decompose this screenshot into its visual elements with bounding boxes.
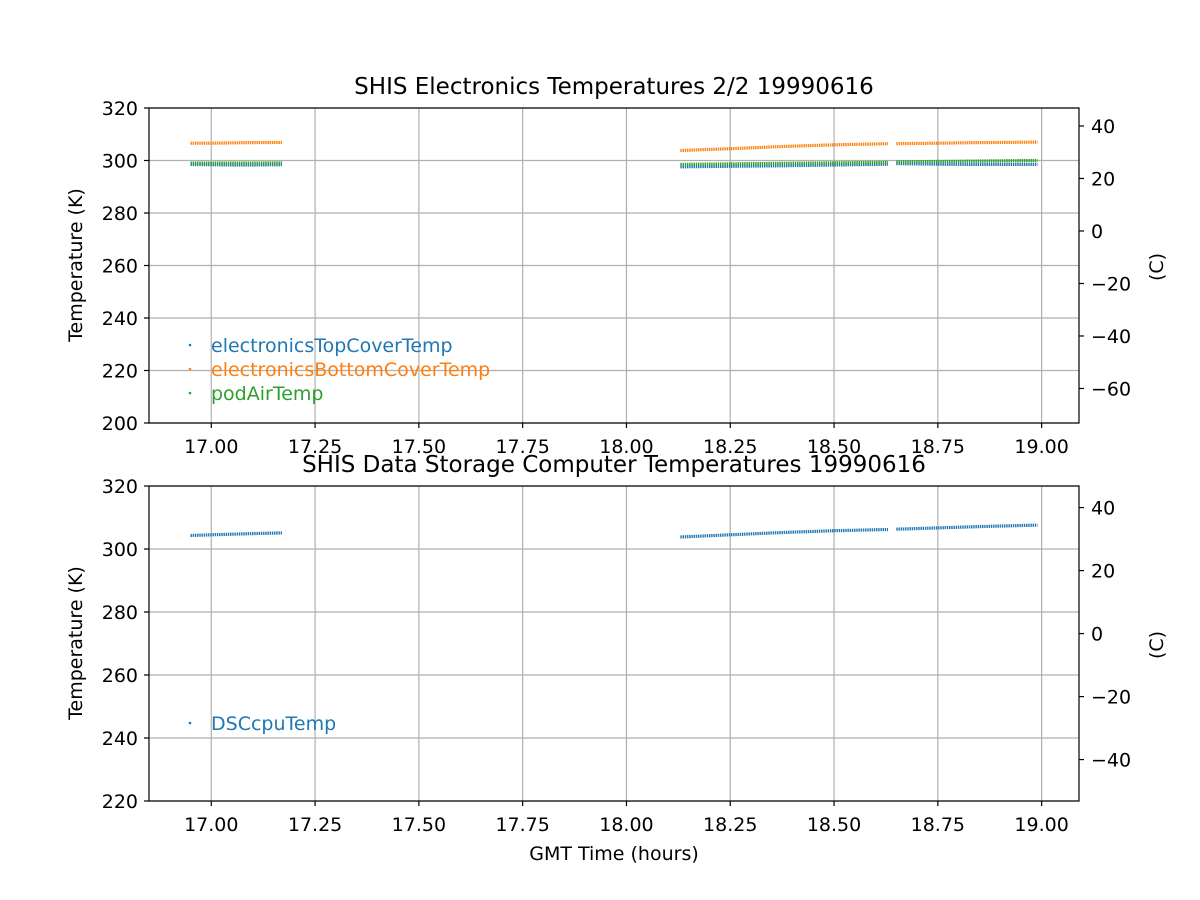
- y-tick-label: 260: [102, 665, 138, 687]
- y2-tick-label: −20: [1091, 273, 1131, 295]
- x-tick-label: 18.25: [703, 436, 757, 458]
- legend-label: DSCcpuTemp: [211, 713, 336, 735]
- data-point-run: [190, 140, 282, 145]
- series-DSCcpuTemp: [190, 523, 1038, 539]
- x-tick-label: 18.75: [911, 814, 965, 836]
- x-tick-label: 17.75: [495, 436, 549, 458]
- data-point-run: [680, 142, 889, 153]
- y-tick-label: 220: [102, 361, 138, 383]
- legend-label: podAirTemp: [211, 383, 323, 405]
- data-point-run: [680, 162, 889, 169]
- x-tick-label: 18.50: [807, 436, 861, 458]
- legend-label: electronicsTopCoverTemp: [211, 335, 453, 357]
- legend-marker: [188, 721, 192, 725]
- y-axis-label: Temperature (K): [65, 566, 87, 721]
- y2-tick-label: −20: [1091, 687, 1131, 709]
- data-point-run: [896, 162, 1038, 166]
- x-tick-label: 19.00: [1014, 436, 1068, 458]
- legend-marker: [188, 367, 192, 371]
- data-point-run: [896, 158, 1038, 164]
- legend: DSCcpuTemp: [188, 713, 336, 735]
- plot-area: 17.00 17.25 17.50 17.75 18.00 18.25 18.50 18.75…: [102, 98, 1131, 458]
- plot-area: 17.00 17.25 17.50 17.75 18.00 18.25 18.50 18.75…: [102, 476, 1131, 836]
- y2-tick-label: 40: [1091, 116, 1115, 138]
- x-axis-label: GMT Time (hours): [529, 843, 699, 865]
- series-podAirTemp: [190, 158, 1038, 166]
- series-layer: [190, 523, 1038, 539]
- x-tick-label: 18.25: [703, 814, 757, 836]
- y-tick-label: 320: [102, 98, 138, 120]
- y2-tick-label: 20: [1091, 168, 1115, 190]
- tick-layer: 17.00 17.25 17.50 17.75 18.00 18.25 18.50 18.75…: [102, 476, 1131, 836]
- y-tick-label: 300: [102, 539, 138, 561]
- data-point-run: [896, 140, 1038, 146]
- x-tick-label: 17.75: [495, 814, 549, 836]
- x-tick-label: 18.75: [911, 436, 965, 458]
- data-point-run: [190, 531, 282, 538]
- y2-tick-label: 0: [1091, 221, 1103, 243]
- y2-tick-label: −60: [1091, 378, 1131, 400]
- chart-title: SHIS Electronics Temperatures 2/2 199906…: [354, 74, 874, 100]
- y-tick-label: 280: [102, 602, 138, 624]
- panel-electronics: SHIS Electronics Temperatures 2/2 199906…: [65, 74, 1168, 458]
- panel-data-storage: SHIS Data Storage Computer Temperatures …: [65, 452, 1168, 865]
- y-axis-label: Temperature (K): [65, 188, 87, 343]
- legend-marker: [188, 391, 192, 395]
- x-tick-label: 17.50: [392, 814, 446, 836]
- y-tick-label: 280: [102, 203, 138, 225]
- y-tick-label: 240: [102, 728, 138, 750]
- x-tick-label: 17.25: [288, 814, 342, 836]
- x-tick-label: 18.00: [599, 436, 653, 458]
- data-point-run: [680, 527, 889, 539]
- y2-tick-label: 0: [1091, 624, 1103, 646]
- y2-tick-label: −40: [1091, 326, 1131, 348]
- y2-tick-label: −40: [1091, 750, 1131, 772]
- x-tick-label: 18.50: [807, 814, 861, 836]
- x-tick-label: 17.50: [392, 436, 446, 458]
- data-point-run: [680, 160, 889, 166]
- x-tick-label: 17.00: [184, 436, 238, 458]
- legend-marker: [188, 343, 192, 347]
- series-layer: [190, 140, 1038, 169]
- legend: electronicsTopCoverTempelectronicsBottom…: [188, 335, 490, 405]
- tick-layer: 17.00 17.25 17.50 17.75 18.00 18.25 18.50 18.75…: [102, 98, 1131, 458]
- x-tick-label: 17.00: [184, 814, 238, 836]
- y-tick-label: 320: [102, 476, 138, 498]
- legend-label: electronicsBottomCoverTemp: [211, 359, 490, 381]
- y-tick-label: 260: [102, 256, 138, 278]
- y2-tick-label: 40: [1091, 498, 1115, 520]
- y-tick-label: 300: [102, 151, 138, 173]
- plot-frame: [148, 485, 1080, 802]
- y-tick-label: 240: [102, 308, 138, 330]
- y-tick-label: 220: [102, 791, 138, 813]
- y-tick-label: 200: [102, 413, 138, 435]
- data-point-run: [896, 523, 1038, 531]
- x-tick-label: 17.25: [288, 436, 342, 458]
- y2-tick-label: 20: [1091, 561, 1115, 583]
- x-tick-label: 19.00: [1014, 814, 1068, 836]
- series-electronicsBottomCoverTemp: [190, 140, 1038, 153]
- x-tick-label: 18.00: [599, 814, 653, 836]
- chart-title: SHIS Data Storage Computer Temperatures …: [302, 452, 926, 478]
- y2-axis-label: (C): [1146, 631, 1168, 659]
- y2-axis-label: (C): [1146, 253, 1168, 281]
